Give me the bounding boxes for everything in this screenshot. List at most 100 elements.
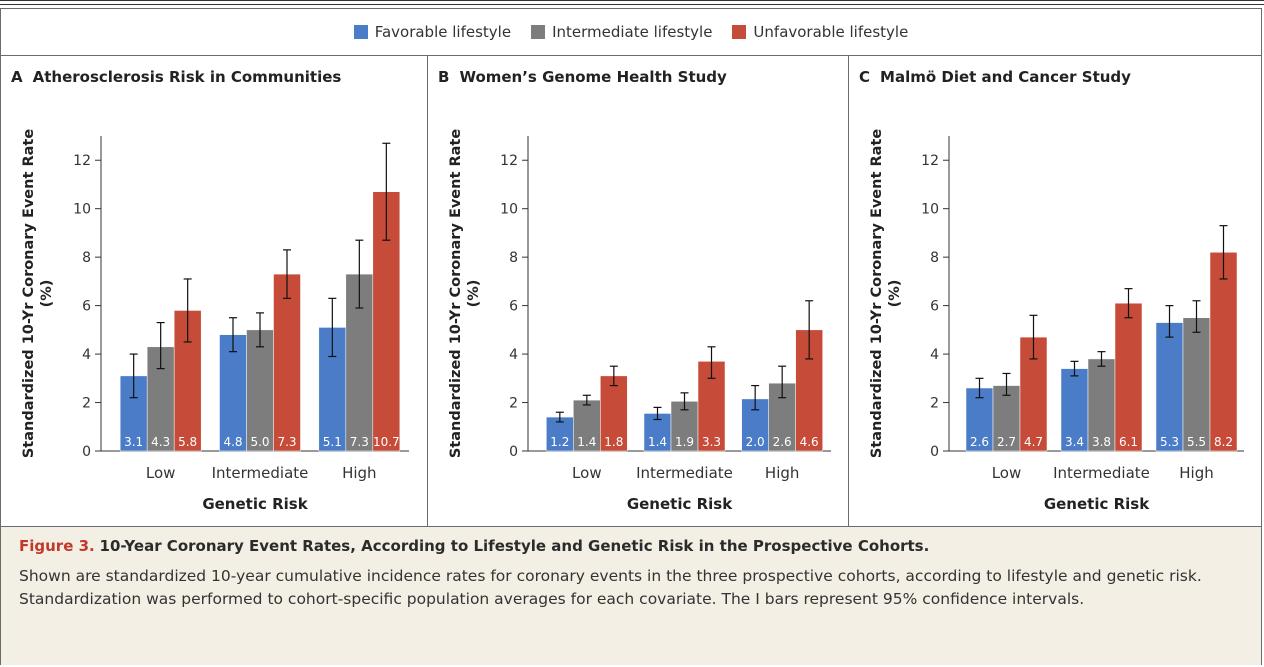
x-tick-label: High — [1179, 464, 1213, 482]
panel-a-title: A Atherosclerosis Risk in Communities — [11, 68, 341, 86]
figure-caption: Figure 3. 10-Year Coronary Event Rates, … — [1, 527, 1261, 665]
y-tick-label: 8 — [930, 250, 939, 266]
legend-label-unfavorable: Unfavorable lifestyle — [753, 23, 909, 41]
bar-favorable — [965, 387, 994, 452]
bar-intermediate — [1182, 317, 1211, 452]
bar-value-label: 1.4 — [648, 435, 667, 449]
legend-label-favorable: Favorable lifestyle — [374, 23, 512, 41]
y-tick-label: 4 — [509, 347, 518, 363]
panel-c-letter: C — [859, 68, 871, 86]
x-tick-label: Intermediate — [212, 464, 309, 482]
bar-value-label: 2.7 — [997, 435, 1016, 449]
x-tick-label: High — [342, 464, 376, 482]
y-tick-label: 4 — [82, 347, 91, 363]
panel-c-title-text: Malmö Diet and Cancer Study — [880, 68, 1131, 86]
x-tick-label: Intermediate — [636, 464, 733, 482]
legend-item-intermediate: Intermediate lifestyle — [531, 23, 712, 41]
panel-a: A Atherosclerosis Risk in Communities 0 2 4… — [1, 56, 427, 526]
bar-value-label: 3.4 — [1065, 435, 1084, 449]
bar-value-label: 5.5 — [1187, 435, 1206, 449]
panel-c: C Malmö Diet and Cancer Study 0 2 4 6 8 10 12 St… — [848, 56, 1261, 526]
caption-body: Shown are standardized 10-year cumulativ… — [19, 567, 1202, 608]
bar-value-label: 4.6 — [800, 435, 819, 449]
bar-value-label: 5.0 — [250, 435, 269, 449]
panel-b-title: B Women’s Genome Health Study — [438, 68, 727, 86]
panel-a-chart: 0 2 4 6 8 10 12 Standardized 10-Yr Coronary Eve… — [21, 129, 409, 513]
bar-value-label: 1.4 — [577, 435, 596, 449]
bar-intermediate — [992, 385, 1021, 452]
bar-value-label: 7.3 — [350, 435, 369, 449]
panel-b-letter: B — [438, 68, 450, 86]
bar-value-label: 5.1 — [323, 435, 342, 449]
panel-b-chart: 0 2 4 6 8 10 12 Standardized 10-Yr Coronary Eve… — [448, 129, 831, 513]
y-tick-label: 6 — [509, 299, 518, 315]
bar-value-label: 1.2 — [550, 435, 569, 449]
y-tick-label: 12 — [921, 153, 939, 169]
bar-value-label: 8.2 — [1214, 435, 1233, 449]
x-tick-label: Intermediate — [1053, 464, 1150, 482]
top-rule-2 — [0, 4, 1264, 5]
caption-divider — [1, 526, 1261, 527]
bar-value-label: 5.3 — [1160, 435, 1179, 449]
figure-frame: Favorable lifestyle Intermediate lifesty… — [0, 8, 1262, 665]
y-tick-label: 8 — [509, 250, 518, 266]
bar-unfavorable — [1209, 252, 1238, 452]
y-axis-label: Standardized 10-Yr Coronary Event Rate (%… — [869, 129, 903, 458]
bar-value-label: 1.9 — [675, 435, 694, 449]
legend-item-favorable: Favorable lifestyle — [353, 23, 512, 41]
caption-label: Figure 3. — [19, 537, 95, 555]
bar-value-label: 1.8 — [604, 435, 623, 449]
bar-value-label: 2.6 — [970, 435, 989, 449]
bar-value-label: 3.3 — [702, 435, 721, 449]
panel-c-title: C Malmö Diet and Cancer Study — [859, 68, 1131, 86]
panel-b: B Women’s Genome Health Study 0 2 4 6 8 10 12 St… — [427, 56, 848, 526]
y-tick-label: 6 — [930, 299, 939, 315]
legend-divider — [1, 55, 1261, 56]
y-tick-label: 10 — [73, 202, 91, 218]
legend-swatch-unfavorable — [732, 25, 747, 39]
x-axis-label: Genetic Risk — [627, 495, 733, 513]
bar-unfavorable — [273, 273, 301, 452]
legend-label-intermediate: Intermediate lifestyle — [552, 23, 713, 41]
top-rule — [0, 0, 1264, 1]
panel-a-letter: A — [11, 68, 23, 86]
legend-item-unfavorable: Unfavorable lifestyle — [732, 23, 908, 41]
bar-value-label: 7.3 — [277, 435, 296, 449]
y-tick-label: 4 — [930, 347, 939, 363]
panel-b-title-text: Women’s Genome Health Study — [459, 68, 727, 86]
bar-value-label: 4.3 — [151, 435, 170, 449]
bar-value-label: 3.8 — [1092, 435, 1111, 449]
bar-value-label: 4.7 — [1024, 435, 1043, 449]
x-axis-label: Genetic Risk — [202, 495, 308, 513]
y-tick-label: 0 — [82, 444, 91, 460]
bar-favorable — [219, 334, 247, 452]
x-tick-label: Low — [572, 464, 602, 482]
bar-value-label: 5.8 — [178, 435, 197, 449]
bar-value-label: 3.1 — [124, 435, 143, 449]
caption-heading: Figure 3. 10-Year Coronary Event Rates, … — [19, 537, 1243, 555]
legend: Favorable lifestyle Intermediate lifesty… — [1, 9, 1261, 55]
y-tick-label: 2 — [82, 396, 91, 412]
x-tick-label: Low — [992, 464, 1022, 482]
bar-value-label: 2.6 — [773, 435, 792, 449]
legend-swatch-intermediate — [531, 25, 546, 39]
y-tick-label: 0 — [930, 444, 939, 460]
y-tick-label: 10 — [921, 202, 939, 218]
bar-intermediate — [146, 346, 175, 452]
bar-value-label: 2.0 — [746, 435, 765, 449]
bar-value-label: 10.7 — [373, 435, 400, 449]
y-tick-label: 2 — [930, 396, 939, 412]
bar-unfavorable — [1114, 302, 1143, 452]
bar-unfavorable — [600, 375, 628, 452]
x-tick-label: Low — [146, 464, 176, 482]
y-tick-label: 10 — [500, 202, 518, 218]
y-tick-label: 12 — [73, 153, 91, 169]
bar-value-label: 4.8 — [223, 435, 242, 449]
y-tick-label: 2 — [509, 396, 518, 412]
y-tick-label: 8 — [82, 250, 91, 266]
x-axis-label: Genetic Risk — [1044, 495, 1150, 513]
bar-intermediate — [246, 329, 274, 452]
legend-swatch-favorable — [353, 25, 368, 39]
caption-title: 10-Year Coronary Event Rates, According … — [99, 537, 930, 555]
y-tick-label: 6 — [82, 299, 91, 315]
